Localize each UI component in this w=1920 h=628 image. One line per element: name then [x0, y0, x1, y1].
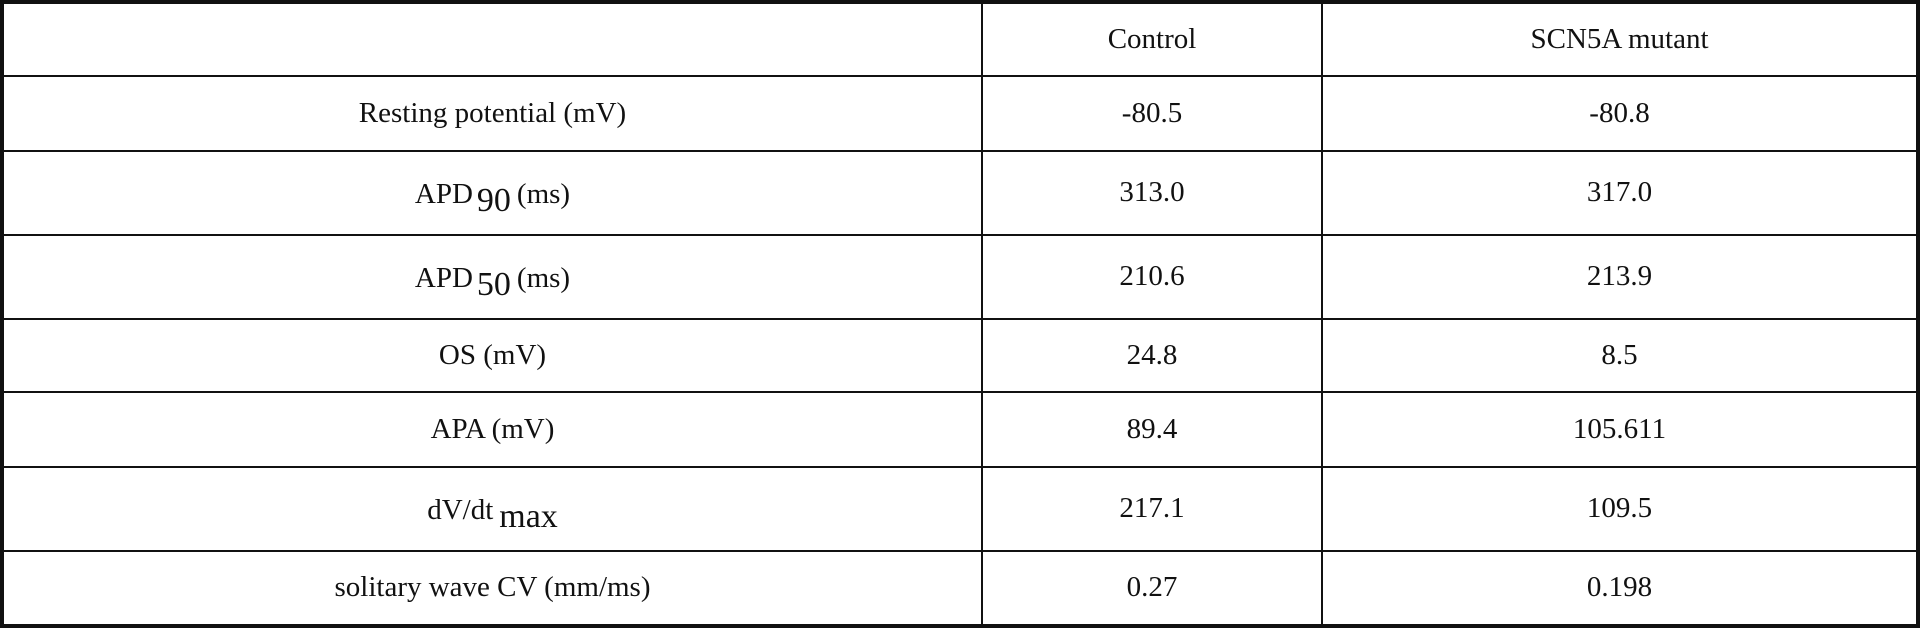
cell-mutant-dvdt-max: 109.5: [1321, 466, 1916, 552]
table-row-os: OS (mV) 24.8 8.5: [4, 318, 1916, 393]
cell-mutant-apd50: 213.9: [1321, 234, 1916, 320]
table-row-apa: APA (mV) 89.4 105.611: [4, 391, 1916, 468]
comparison-table: Control SCN5A mutant Resting potential (…: [4, 4, 1916, 624]
apd50-label-main: APD: [414, 262, 473, 295]
row-label-apd90: APD 90 (ms): [4, 150, 983, 236]
cell-control-apa: 89.4: [981, 391, 1323, 468]
header-corner-cell: [4, 4, 983, 77]
table-header-row: Control SCN5A mutant: [4, 4, 1916, 77]
apd90-label-unit: (ms): [516, 178, 571, 211]
cell-mutant-apd90: 317.0: [1321, 150, 1916, 236]
cell-control-resting-potential: -80.5: [981, 75, 1323, 152]
cell-control-os: 24.8: [981, 318, 1323, 393]
table-row-resting-potential: Resting potential (mV) -80.5 -80.8: [4, 75, 1916, 152]
cell-mutant-os: 8.5: [1321, 318, 1916, 393]
row-label-os: OS (mV): [4, 318, 983, 393]
apd90-label-subscript: 90: [476, 182, 511, 220]
cell-mutant-apa: 105.611: [1321, 391, 1916, 468]
header-scn5a-mutant: SCN5A mutant: [1321, 4, 1916, 77]
row-label-solitary-wave-cv: solitary wave CV (mm/ms): [4, 550, 983, 624]
header-control: Control: [981, 4, 1323, 77]
dvdt-label-subscript: max: [499, 498, 558, 536]
row-label-apa: APA (mV): [4, 391, 983, 468]
table-row-dvdt-max: dV/dt max 217.1 109.5: [4, 466, 1916, 552]
row-label-dvdt-max: dV/dt max: [4, 466, 983, 552]
cell-mutant-solitary-wave-cv: 0.198: [1321, 550, 1916, 624]
table-row-apd50: APD 50 (ms) 210.6 213.9: [4, 234, 1916, 320]
cell-control-apd90: 313.0: [981, 150, 1323, 236]
apd90-label-main: APD: [414, 178, 473, 211]
table-row-solitary-wave-cv: solitary wave CV (mm/ms) 0.27 0.198: [4, 550, 1916, 624]
row-label-apd50: APD 50 (ms): [4, 234, 983, 320]
table-row-apd90: APD 90 (ms) 313.0 317.0: [4, 150, 1916, 236]
dvdt-label-main: dV/dt: [427, 494, 494, 527]
apd50-label-subscript: 50: [476, 266, 511, 304]
cell-control-solitary-wave-cv: 0.27: [981, 550, 1323, 624]
cell-control-dvdt-max: 217.1: [981, 466, 1323, 552]
apd50-label-unit: (ms): [516, 262, 571, 295]
row-label-resting-potential: Resting potential (mV): [4, 75, 983, 152]
cell-control-apd50: 210.6: [981, 234, 1323, 320]
cell-mutant-resting-potential: -80.8: [1321, 75, 1916, 152]
